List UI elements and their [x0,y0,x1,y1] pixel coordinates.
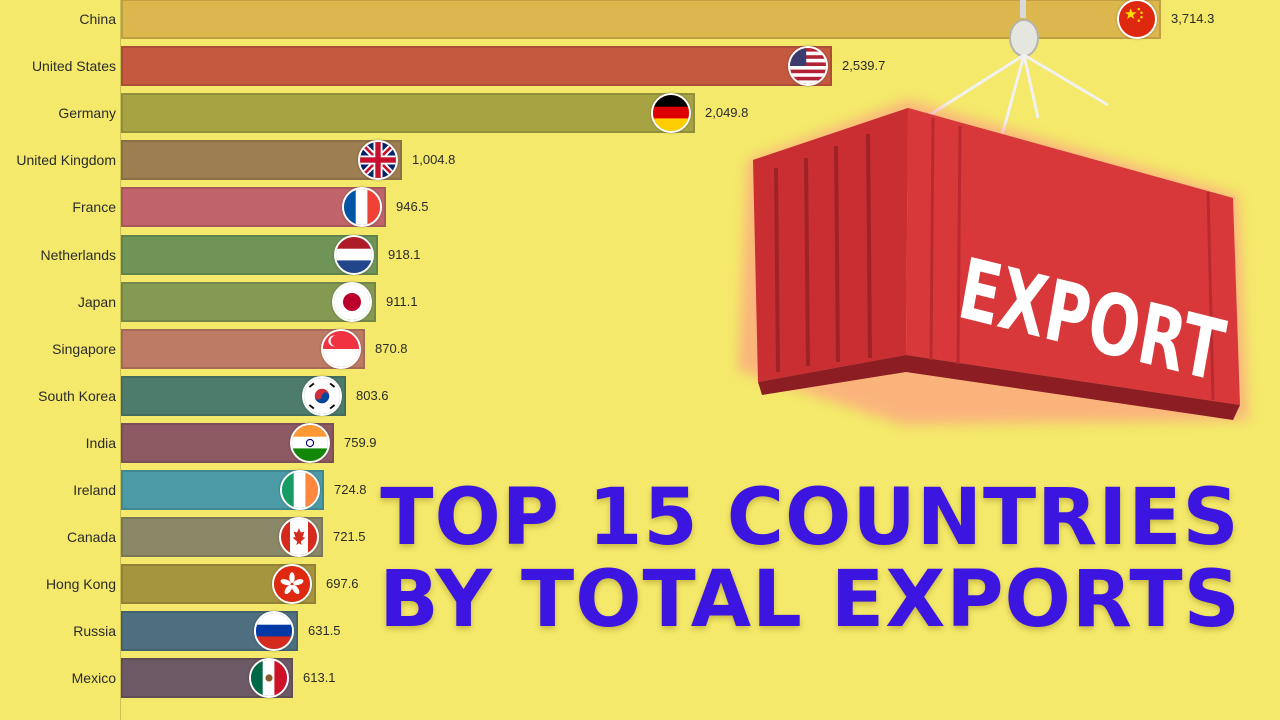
category-label: Hong Kong [45,576,116,593]
bar-row: China 3,714.3 [0,0,1280,41]
category-label: Russia [73,623,116,640]
value-label: 911.1 [386,293,418,309]
china-flag-icon [1117,0,1157,39]
bar-row: Russia 631.5 [0,609,1280,653]
bar [121,187,386,228]
russia-flag-icon [254,611,294,652]
value-label: 3,714.3 [1171,11,1215,26]
bar-row: Netherlands 918.1 [0,233,1280,277]
category-label: Canada [66,529,116,546]
category-label: Singapore [52,340,116,357]
bar-row: United Kingdom 1,004.8 [0,138,1280,182]
value-label: 946.5 [396,199,429,215]
value-label: 803.6 [356,387,389,403]
hook-icon [1020,0,1026,18]
bar-row: France 946.5 [0,185,1280,229]
bar-row: Singapore 870.8 [0,327,1280,371]
category-label: Netherlands [40,246,117,263]
category-label: Ireland [73,482,116,498]
bar-row: Ireland 724.8 [0,468,1280,512]
value-label: 697.6 [326,576,359,592]
india-flag-icon [290,422,330,463]
category-label: France [72,199,116,216]
category-label: Mexico [71,670,116,687]
bar-row: United States 2,539.7 [0,44,1280,88]
bar [121,93,695,134]
bar [121,46,832,87]
germany-flag-icon [651,93,691,134]
bar-row: Mexico 613.1 [0,656,1280,700]
canada-flag-icon [279,517,319,558]
hong-kong-flag-icon [272,564,312,605]
value-label: 721.5 [333,529,366,545]
shipping-container-illustration: EXPORT [738,0,1248,425]
france-flag-icon [342,187,382,228]
uk-flag-icon [358,140,398,181]
headline-line-2: BY TOTAL EXPORTS [379,554,1241,645]
ireland-flag-icon [280,470,320,510]
south-korea-flag-icon [302,375,342,416]
category-label: India [85,434,116,451]
category-label: South Korea [38,387,116,404]
bar-row: Hong Kong 697.6 [0,562,1280,606]
usa-flag-icon [788,46,828,87]
value-label: 2,049.8 [705,105,749,121]
mexico-flag-icon [249,658,289,699]
value-label: 724.8 [334,482,367,497]
category-label: Japan [77,293,116,310]
bar-row: Germany 2,049.8 [0,91,1280,135]
category-label: United States [31,58,116,75]
value-label: 613.1 [303,670,336,686]
category-label: China [79,11,116,27]
japan-flag-icon [332,281,372,322]
bar-row: South Korea 803.6 [0,374,1280,418]
category-label: United Kingdom [16,152,116,169]
value-label: 870.8 [375,340,408,356]
headline: TOP 15 COUNTRIES BY TOTAL EXPORTS [360,473,1260,645]
netherlands-flag-icon [334,234,374,275]
bar-row: Japan 911.1 [0,280,1280,324]
bar [121,0,1161,39]
value-label: 759.9 [344,434,377,450]
bar [121,140,402,181]
singapore-flag-icon [321,328,361,369]
value-label: 918.1 [388,246,421,262]
y-axis-line [120,0,121,720]
bar-row: India 759.9 [0,421,1280,465]
headline-line-1: TOP 15 COUNTRIES [380,473,1240,563]
value-label: 1,004.8 [412,152,456,168]
category-label: Germany [58,105,116,122]
value-label: 2,539.7 [842,58,886,74]
value-label: 631.5 [308,623,341,639]
bar-row: Canada 721.5 [0,515,1280,559]
